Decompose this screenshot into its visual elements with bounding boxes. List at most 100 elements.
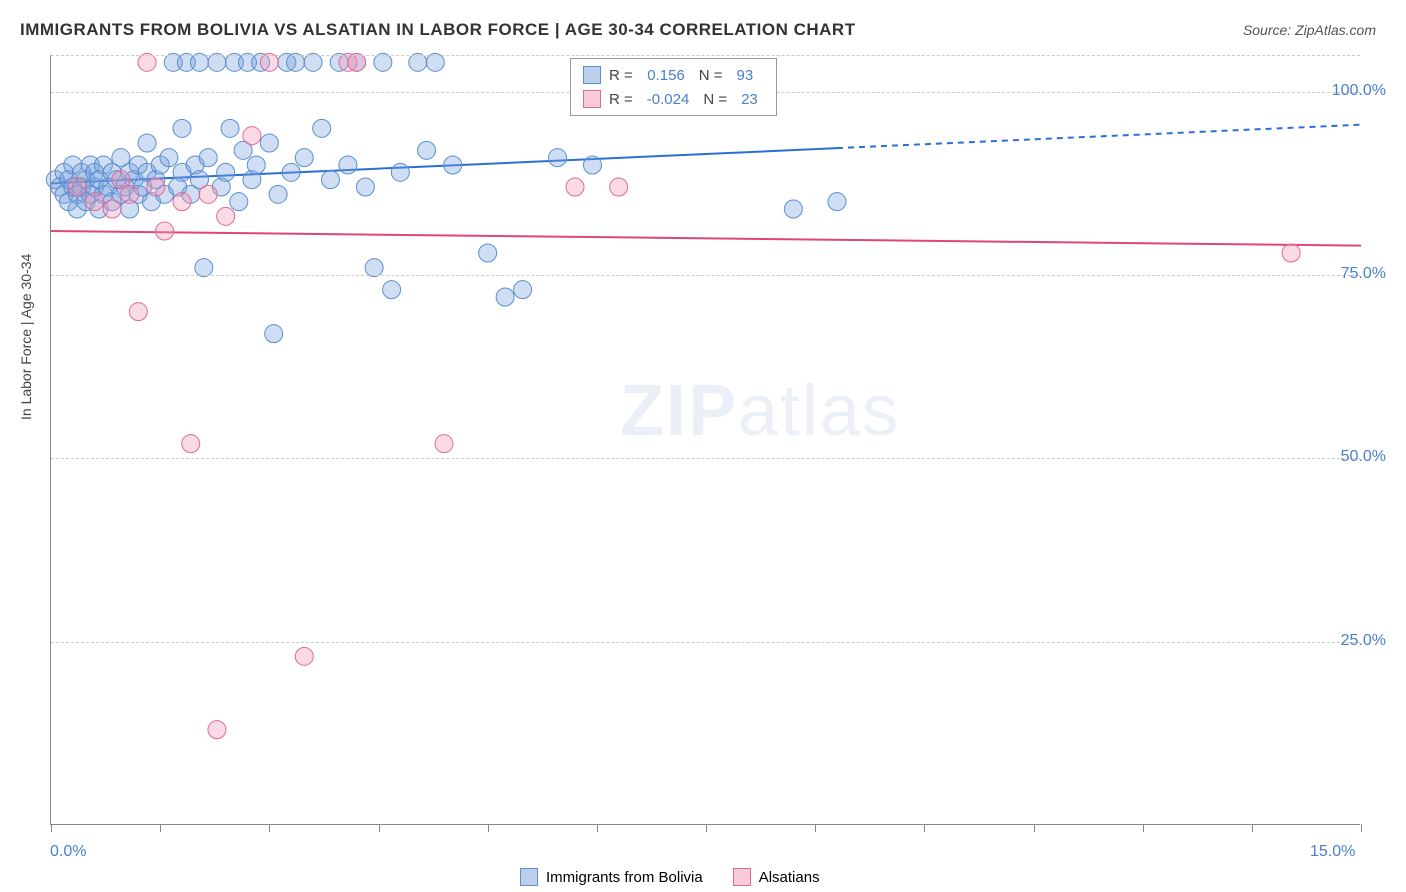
legend-n-value: 23 xyxy=(735,91,764,108)
gridline xyxy=(51,55,1360,56)
data-point xyxy=(1282,244,1300,262)
x-tick xyxy=(1252,824,1253,832)
source-attribution: Source: ZipAtlas.com xyxy=(1243,22,1376,38)
data-point xyxy=(199,149,217,167)
legend-row: R = 0.156 N = 93 xyxy=(583,63,764,87)
data-point xyxy=(138,134,156,152)
legend-n-label: N = xyxy=(699,67,723,84)
data-point xyxy=(356,178,374,196)
data-point xyxy=(260,134,278,152)
data-point xyxy=(138,53,156,71)
x-tick xyxy=(1143,824,1144,832)
data-point xyxy=(426,53,444,71)
data-point xyxy=(313,119,331,137)
legend-swatch xyxy=(583,66,601,84)
x-tick xyxy=(51,824,52,832)
regression-line xyxy=(51,231,1361,246)
data-point xyxy=(160,149,178,167)
chart-title: IMMIGRANTS FROM BOLIVIA VS ALSATIAN IN L… xyxy=(20,20,856,40)
data-point xyxy=(217,163,235,181)
data-point xyxy=(295,647,313,665)
data-point xyxy=(103,200,121,218)
data-point xyxy=(348,53,366,71)
legend-n-label: N = xyxy=(703,91,727,108)
data-point xyxy=(173,119,191,137)
data-point xyxy=(828,193,846,211)
data-point xyxy=(391,163,409,181)
legend-n-value: 93 xyxy=(731,67,760,84)
data-point xyxy=(374,53,392,71)
data-point xyxy=(409,53,427,71)
data-point xyxy=(260,53,278,71)
data-point xyxy=(479,244,497,262)
data-point xyxy=(195,259,213,277)
legend-r-value: 0.156 xyxy=(641,67,691,84)
data-point xyxy=(610,178,628,196)
legend-r-label: R = xyxy=(609,91,633,108)
data-point xyxy=(147,178,165,196)
data-point xyxy=(295,149,313,167)
x-tick xyxy=(706,824,707,832)
data-point xyxy=(221,119,239,137)
data-point xyxy=(265,325,283,343)
data-point xyxy=(217,207,235,225)
data-point xyxy=(435,435,453,453)
data-point xyxy=(208,53,226,71)
data-point xyxy=(566,178,584,196)
x-tick xyxy=(597,824,598,832)
x-tick-label: 0.0% xyxy=(50,843,86,861)
data-point xyxy=(129,303,147,321)
data-point xyxy=(418,141,436,159)
y-tick-label: 100.0% xyxy=(1332,82,1386,100)
y-tick-label: 50.0% xyxy=(1341,448,1386,466)
x-tick xyxy=(488,824,489,832)
data-point xyxy=(304,53,322,71)
x-tick-label: 15.0% xyxy=(1310,843,1355,861)
data-point xyxy=(339,156,357,174)
legend-item: Alsatians xyxy=(733,868,820,886)
data-point xyxy=(86,193,104,211)
data-point xyxy=(549,149,567,167)
gridline xyxy=(51,275,1360,276)
regression-line-dashed xyxy=(837,125,1361,148)
x-tick xyxy=(160,824,161,832)
data-point xyxy=(583,156,601,174)
data-point xyxy=(383,281,401,299)
y-tick-label: 75.0% xyxy=(1341,265,1386,283)
legend-correlation: R = 0.156 N = 93 R = -0.024 N = 23 xyxy=(570,58,777,116)
legend-r-label: R = xyxy=(609,67,633,84)
data-point xyxy=(199,185,217,203)
data-point xyxy=(173,193,191,211)
data-point xyxy=(282,163,300,181)
data-point xyxy=(121,185,139,203)
data-point xyxy=(784,200,802,218)
data-point xyxy=(247,156,265,174)
legend-item: Immigrants from Bolivia xyxy=(520,868,703,886)
data-point xyxy=(243,127,261,145)
data-point xyxy=(182,435,200,453)
data-point xyxy=(321,171,339,189)
x-tick xyxy=(815,824,816,832)
data-point xyxy=(496,288,514,306)
x-tick xyxy=(924,824,925,832)
data-point xyxy=(514,281,532,299)
y-tick-label: 25.0% xyxy=(1341,632,1386,650)
data-point xyxy=(365,259,383,277)
legend-swatch xyxy=(733,868,751,886)
gridline xyxy=(51,458,1360,459)
x-tick xyxy=(269,824,270,832)
data-point xyxy=(287,53,305,71)
legend-series: Immigrants from Bolivia Alsatians xyxy=(520,868,820,886)
data-point xyxy=(269,185,287,203)
x-tick xyxy=(1361,824,1362,832)
data-point xyxy=(190,53,208,71)
legend-swatch xyxy=(520,868,538,886)
data-point xyxy=(208,721,226,739)
y-axis-label: In Labor Force | Age 30-34 xyxy=(18,254,34,420)
data-point xyxy=(230,193,248,211)
legend-row: R = -0.024 N = 23 xyxy=(583,87,764,111)
chart-svg xyxy=(51,55,1360,824)
data-point xyxy=(68,178,86,196)
legend-label: Immigrants from Bolivia xyxy=(546,869,703,886)
legend-r-value: -0.024 xyxy=(641,91,696,108)
